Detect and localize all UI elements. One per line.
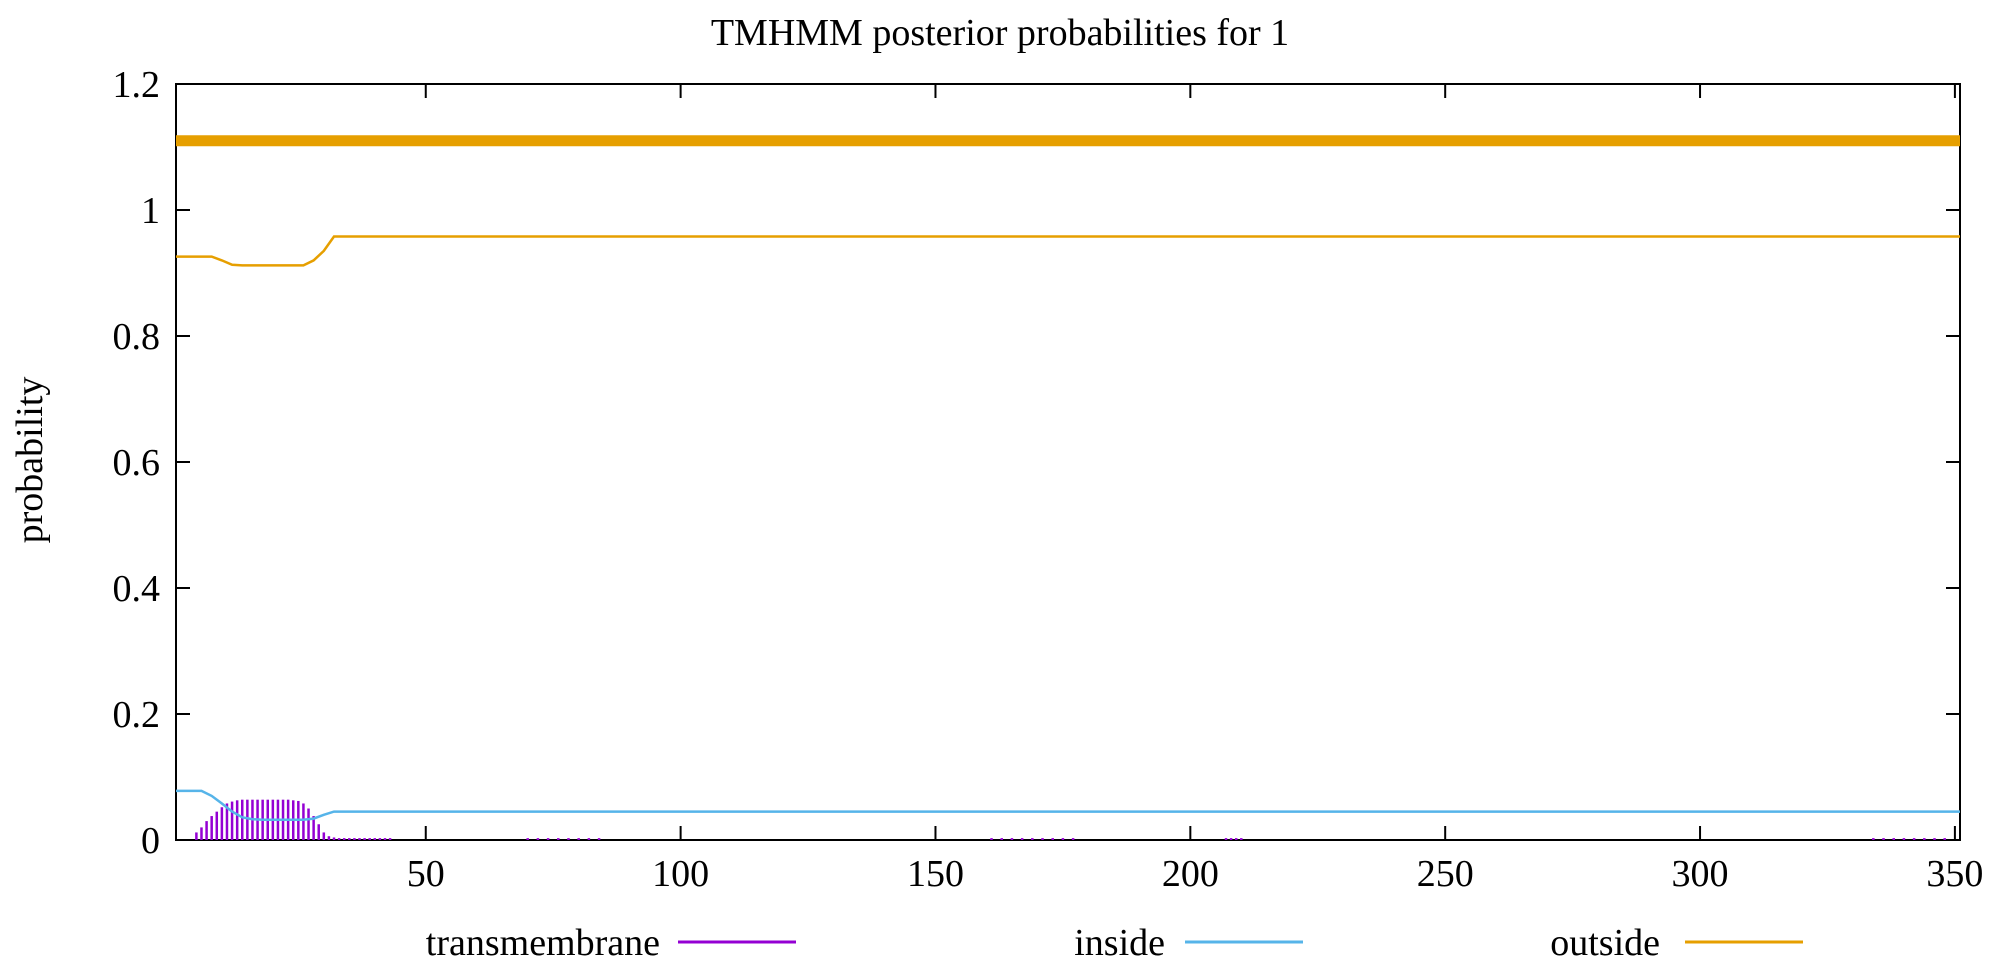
- plot-area: 0 0.2 0.4 0.6 0.8 1 1.2 50 100 150 200 250 300 350: [113, 64, 1984, 895]
- x-tick-label: 200: [1162, 853, 1219, 895]
- y-tick-label: 0.6: [113, 442, 161, 484]
- x-tick-label: 250: [1417, 853, 1474, 895]
- legend: transmembrane inside outside: [426, 922, 1803, 964]
- y-tick-label: 0.2: [113, 694, 161, 736]
- plot-frame: [175, 83, 1961, 841]
- transmembrane-series: [195, 799, 1946, 840]
- legend-label-transmembrane: transmembrane: [426, 922, 660, 964]
- y-tick-label: 0: [141, 820, 160, 862]
- y-tick-label: 0.8: [113, 316, 161, 358]
- y-tick-label: 1.2: [113, 64, 161, 106]
- y-tick-label: 1: [141, 190, 160, 232]
- legend-label-inside: inside: [1074, 922, 1165, 964]
- y-tick-label: 0.4: [113, 568, 161, 610]
- y-axis-label: probability: [9, 377, 51, 544]
- legend-label-outside: outside: [1550, 922, 1660, 964]
- chart-title: TMHMM posterior probabilities for 1: [711, 12, 1289, 54]
- x-tick-label: 300: [1672, 853, 1729, 895]
- x-tick-label: 100: [652, 853, 709, 895]
- x-tick-label: 150: [907, 853, 964, 895]
- inside-line: [176, 789, 1960, 822]
- x-tick-label: 50: [407, 853, 445, 895]
- outside-line: [176, 235, 1960, 267]
- x-tick-label: 350: [1926, 853, 1983, 895]
